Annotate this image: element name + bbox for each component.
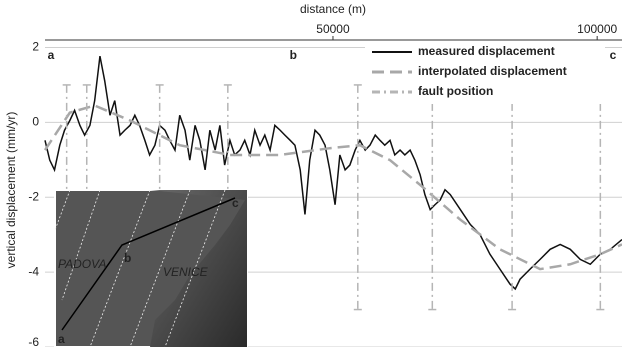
inset-label: PADOVA [58,257,106,271]
point-label: a [48,48,55,62]
page: {"chart_data": { "type": "line", "x_labe… [0,0,622,347]
inset-label: a [58,332,65,346]
legend: measured displacement interpolated displa… [365,42,605,104]
x-axis-title: distance (m) [300,2,366,16]
point-label: c [610,48,617,62]
legend-label: fault position [418,84,493,98]
y-tick-label: -4 [28,264,39,278]
x-tick-label: 100000 [577,22,617,36]
y-tick-label: -6 [28,335,39,347]
point-label: b [290,48,297,62]
chart: distance (m) vertical displacement (mm/y… [0,0,622,347]
y-tick-label: 0 [32,115,39,129]
y-tick-label: -2 [28,189,39,203]
inset-label: c [232,196,239,210]
legend-label: measured displacement [418,44,555,58]
y-tick-label: 2 [32,40,39,54]
legend-label: interpolated displacement [418,64,567,78]
x-tick-label: 50000 [316,22,350,36]
y-axis-title: vertical displacement (mm/yr) [4,112,18,269]
inset-map: PADOVA VENICE a b c [55,190,247,347]
inset-label: b [124,251,131,265]
inset-label: VENICE [163,265,209,279]
